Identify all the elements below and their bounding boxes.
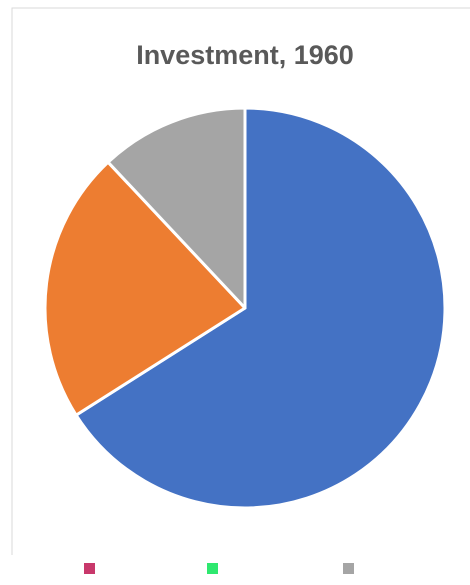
legend-swatch <box>84 563 95 574</box>
pie <box>43 106 447 510</box>
legend-swatch <box>343 563 354 574</box>
pie-slice <box>74 106 447 510</box>
pie-slice <box>106 106 247 310</box>
legend <box>84 563 354 574</box>
chart-frame <box>11 7 470 555</box>
legend-swatch <box>207 563 218 574</box>
pie-slice <box>43 160 247 417</box>
chart-title: Investment, 1960 <box>136 40 354 70</box>
